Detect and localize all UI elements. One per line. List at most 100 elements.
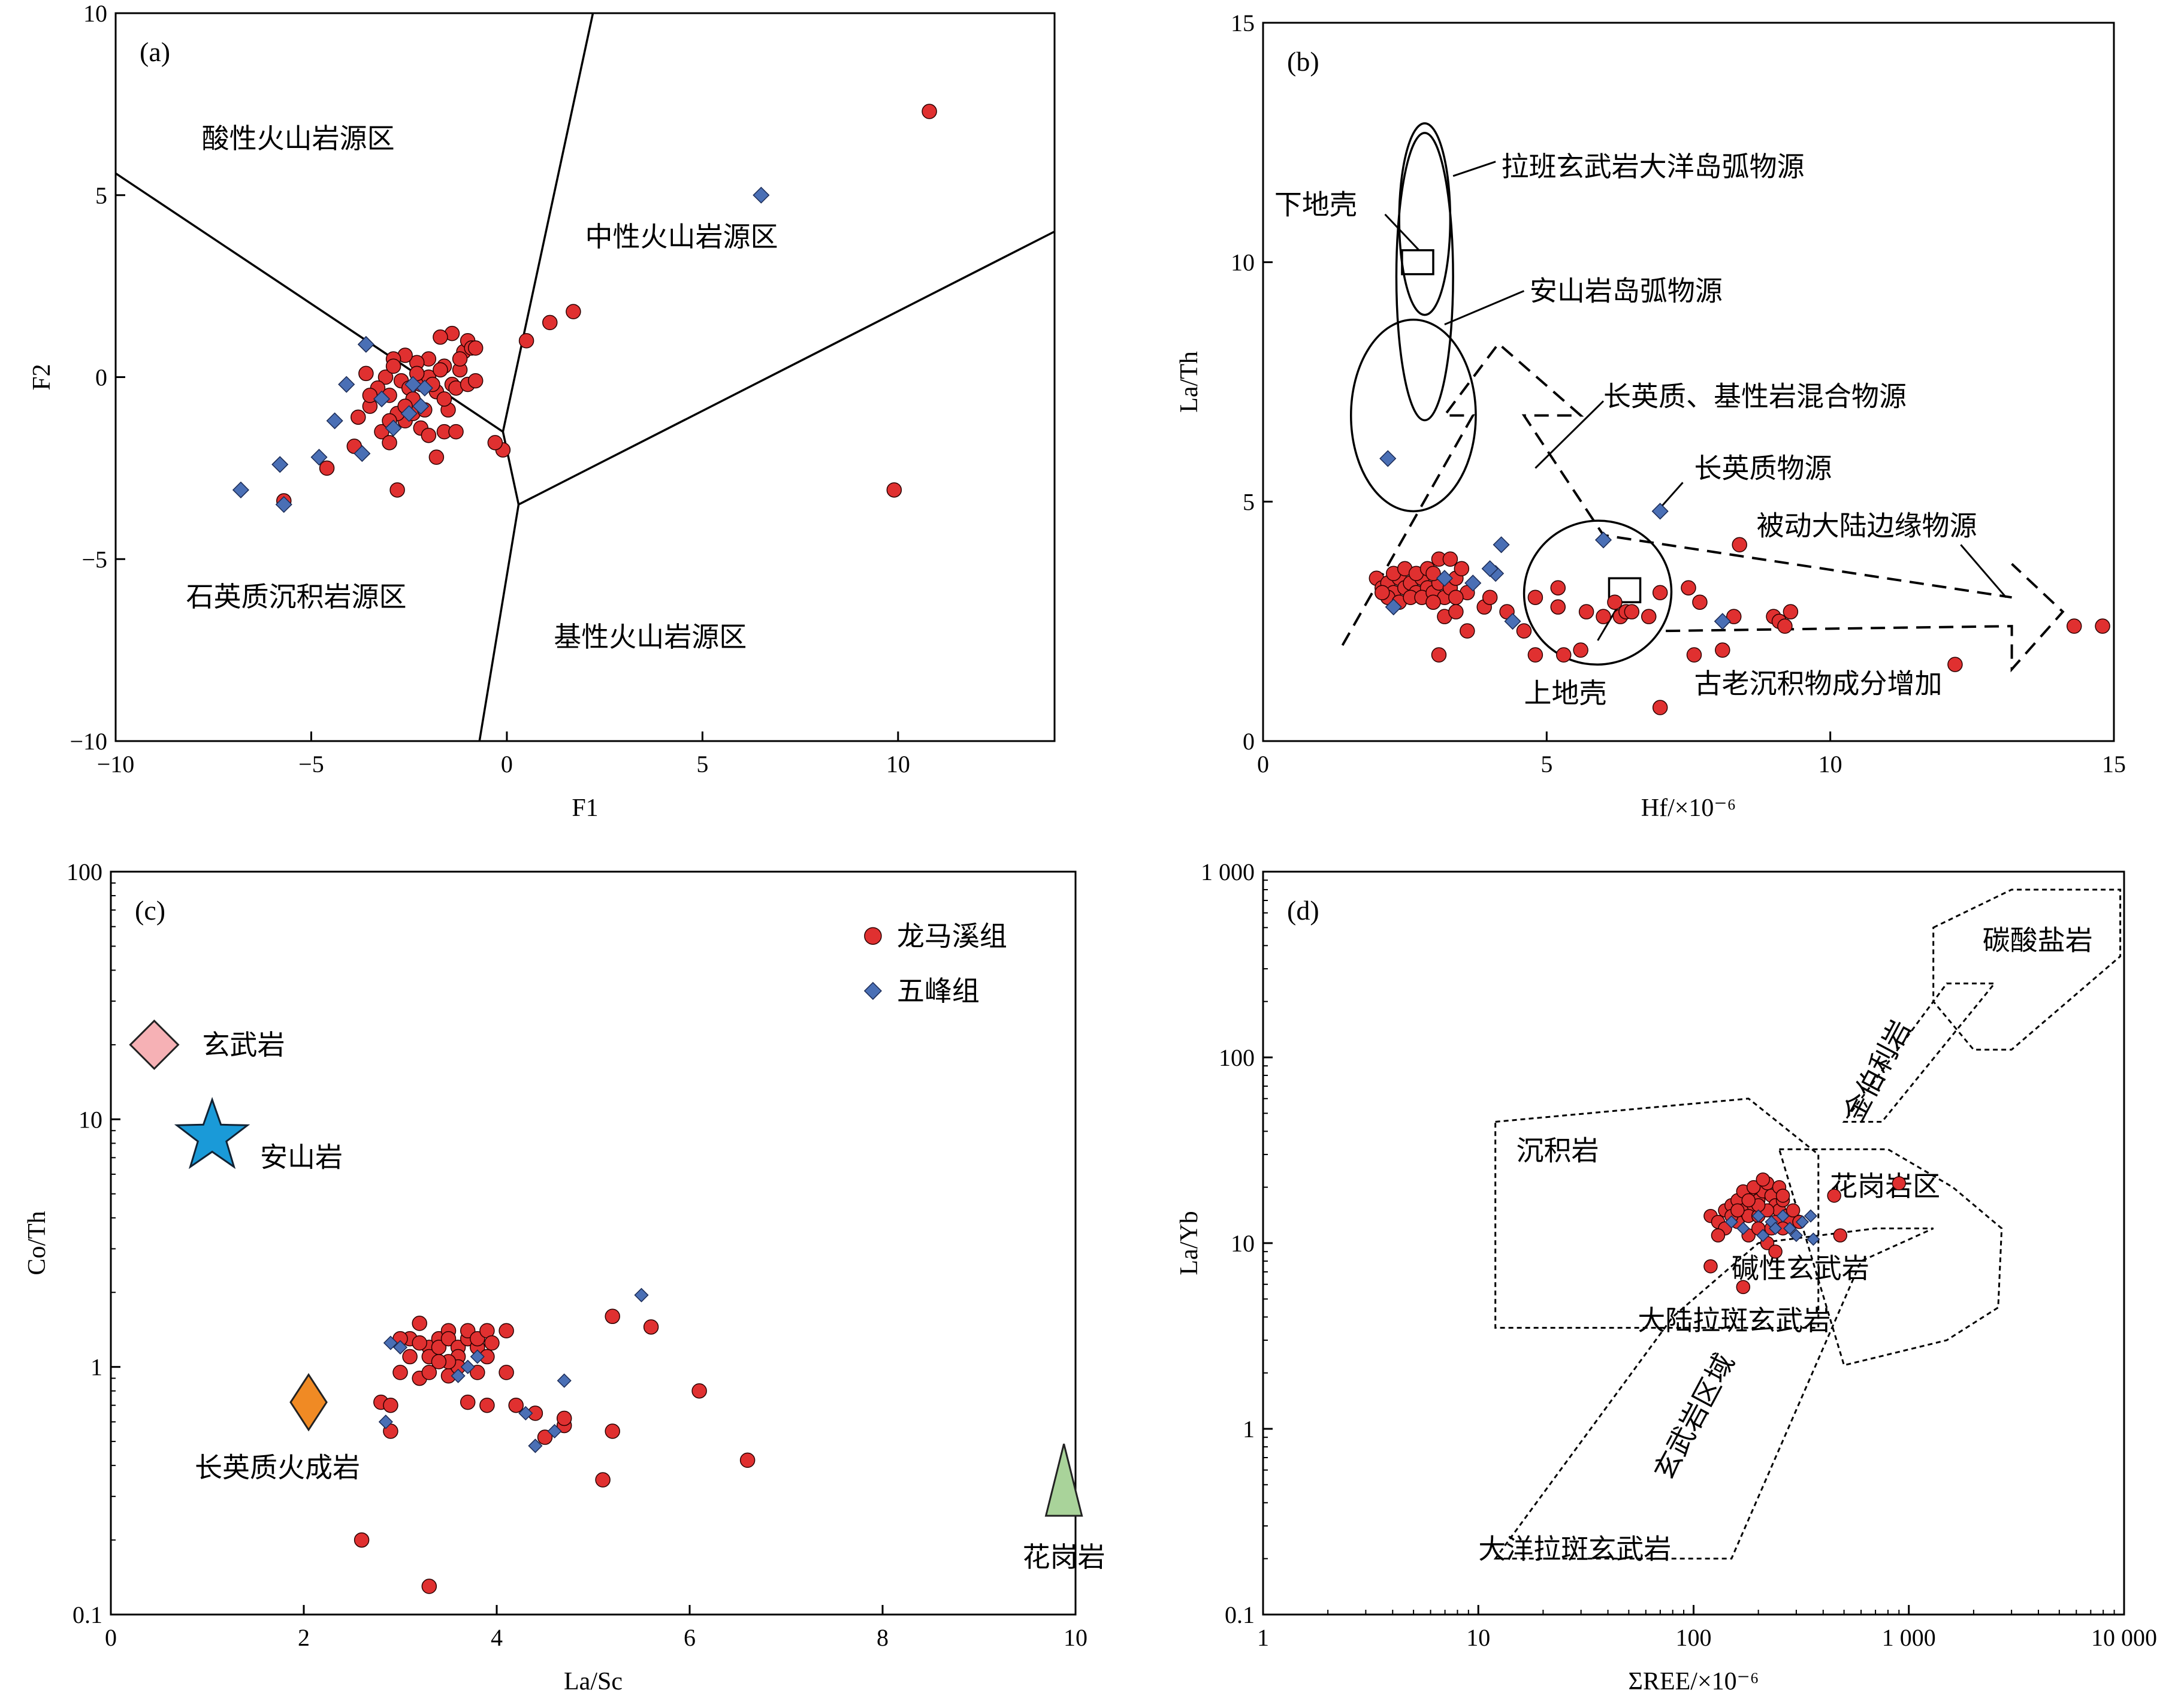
point-longmaxi	[436, 391, 452, 407]
panel-a: −10 −5 0 5 10 10 5 0 −5 −10 F1 F2 (a) 酸性火山岩源区中性火山岩源区石…	[28, 0, 1056, 822]
point-longmaxi	[691, 1383, 707, 1399]
point-longmaxi	[508, 1397, 524, 1413]
andesite-symbol	[174, 1096, 250, 1169]
point-wufeng	[528, 1438, 543, 1453]
x-axis-label: Hf/×10⁻⁶	[1641, 794, 1736, 822]
region-label: 基性火山岩源区	[554, 621, 747, 653]
field-tholeiite-arc	[1398, 122, 1452, 316]
point-wufeng	[232, 481, 249, 498]
granite-field	[1778, 1148, 2003, 1367]
annotation-label: 长英质、基性岩混合物源	[1603, 380, 1907, 412]
point-longmaxi	[1783, 604, 1799, 619]
x-tick-label: 0	[1257, 751, 1269, 778]
point-wufeng	[518, 1405, 533, 1421]
point-wufeng	[1769, 1222, 1783, 1235]
point-longmaxi	[1711, 1228, 1726, 1243]
point-longmaxi	[479, 1397, 495, 1413]
leader-line	[1960, 544, 2007, 598]
point-longmaxi	[499, 1365, 514, 1380]
point-wufeng	[1804, 1209, 1818, 1223]
annotation-label: 古老沉积物成分增加	[1694, 667, 1942, 700]
panel-label: (d)	[1287, 895, 1319, 926]
y-axis-label: La/Th	[1176, 351, 1203, 413]
x-tick-label: 1 000	[1882, 1624, 1936, 1651]
x-tick-label: 10	[886, 751, 910, 778]
x-tick-label: 10	[1064, 1624, 1088, 1651]
point-wufeng	[373, 390, 391, 408]
x-tick-label: 10	[1466, 1624, 1490, 1651]
lower-crust-box	[1401, 249, 1434, 276]
point-longmaxi	[1681, 580, 1696, 595]
boundary-line	[502, 13, 594, 432]
point-longmaxi	[421, 1365, 437, 1380]
point-longmaxi	[1686, 647, 1702, 663]
y-tick-label: 1	[1243, 1416, 1255, 1443]
y-tick-label: 15	[1231, 10, 1255, 37]
leader-line	[1452, 161, 1496, 177]
point-longmaxi	[358, 365, 374, 382]
point-wufeng	[1714, 613, 1731, 630]
point-wufeng	[271, 456, 289, 473]
y-tick-label: −5	[81, 546, 107, 573]
leader-line	[1384, 213, 1420, 251]
x-tick-label: 10 000	[2091, 1624, 2157, 1651]
y-tick-label: 10	[1231, 1230, 1255, 1257]
plot-frame	[1262, 870, 2125, 1616]
x-axis-label: ΣREE/×10⁻⁶	[1629, 1668, 1759, 1695]
point-longmaxi	[484, 1335, 500, 1351]
point-longmaxi	[1596, 609, 1611, 624]
point-wufeng	[1795, 1215, 1810, 1229]
point-longmaxi	[1550, 599, 1566, 615]
y-tick-label: 10	[1231, 249, 1255, 276]
y-tick-label: 10	[78, 1106, 102, 1133]
point-wufeng	[326, 412, 343, 430]
y-tick-label: 0	[1243, 728, 1255, 755]
point-longmaxi	[1703, 1259, 1718, 1274]
point-wufeng	[1724, 1215, 1738, 1229]
point-longmaxi	[1425, 566, 1441, 581]
point-longmaxi	[1892, 1176, 1907, 1190]
point-longmaxi	[1786, 1203, 1801, 1218]
x-tick-label: 15	[2102, 751, 2126, 778]
point-longmaxi	[1482, 590, 1498, 605]
y-tick-label: 5	[95, 182, 107, 209]
point-longmaxi	[542, 315, 558, 331]
point-wufeng	[383, 1335, 398, 1350]
annotation-label: 上地壳	[1524, 677, 1606, 709]
point-wufeng	[1751, 1209, 1765, 1223]
point-longmaxi	[460, 1394, 476, 1410]
legend-marker-wufeng	[863, 981, 882, 1000]
point-longmaxi	[1425, 594, 1441, 610]
point-longmaxi	[537, 1429, 553, 1445]
point-longmaxi	[433, 362, 448, 378]
point-longmaxi	[1527, 647, 1543, 663]
y-tick-label: −10	[70, 728, 107, 755]
point-longmaxi	[2095, 618, 2110, 634]
field-felsic	[1523, 519, 1673, 666]
point-longmaxi	[1756, 1172, 1771, 1187]
point-longmaxi	[1692, 594, 1708, 610]
region-label: 花岗岩区	[1830, 1170, 1940, 1202]
point-wufeng	[392, 1340, 408, 1355]
point-wufeng	[470, 1349, 485, 1364]
panel-c: 0 2 4 6 8 10 100 10 1 0.1 La/Sc Co/Th (c) 玄武岩安山岩长英质火成…	[23, 858, 1105, 1695]
basalt-field	[1493, 1227, 1934, 1560]
point-wufeng	[275, 496, 292, 513]
y-tick-label: 1	[90, 1354, 102, 1381]
x-tick-label: −5	[298, 751, 324, 778]
point-longmaxi	[922, 104, 937, 119]
point-longmaxi	[1550, 580, 1566, 595]
point-longmaxi	[1768, 1244, 1783, 1259]
x-tick-label: 8	[877, 1624, 889, 1651]
point-longmaxi	[1746, 1180, 1761, 1195]
point-wufeng	[1776, 1209, 1790, 1223]
felsic-igneous-symbol	[289, 1373, 328, 1432]
point-longmaxi	[1947, 657, 1963, 672]
region-label: 石英质沉积岩源区	[186, 581, 407, 613]
y-tick-label: 0.1	[1225, 1601, 1255, 1628]
point-longmaxi	[392, 1365, 408, 1380]
x-tick-label: 4	[491, 1624, 503, 1651]
point-longmaxi	[1516, 623, 1532, 639]
region-label: 玄武岩区域	[1647, 1348, 1741, 1485]
leader-line	[1444, 290, 1525, 325]
